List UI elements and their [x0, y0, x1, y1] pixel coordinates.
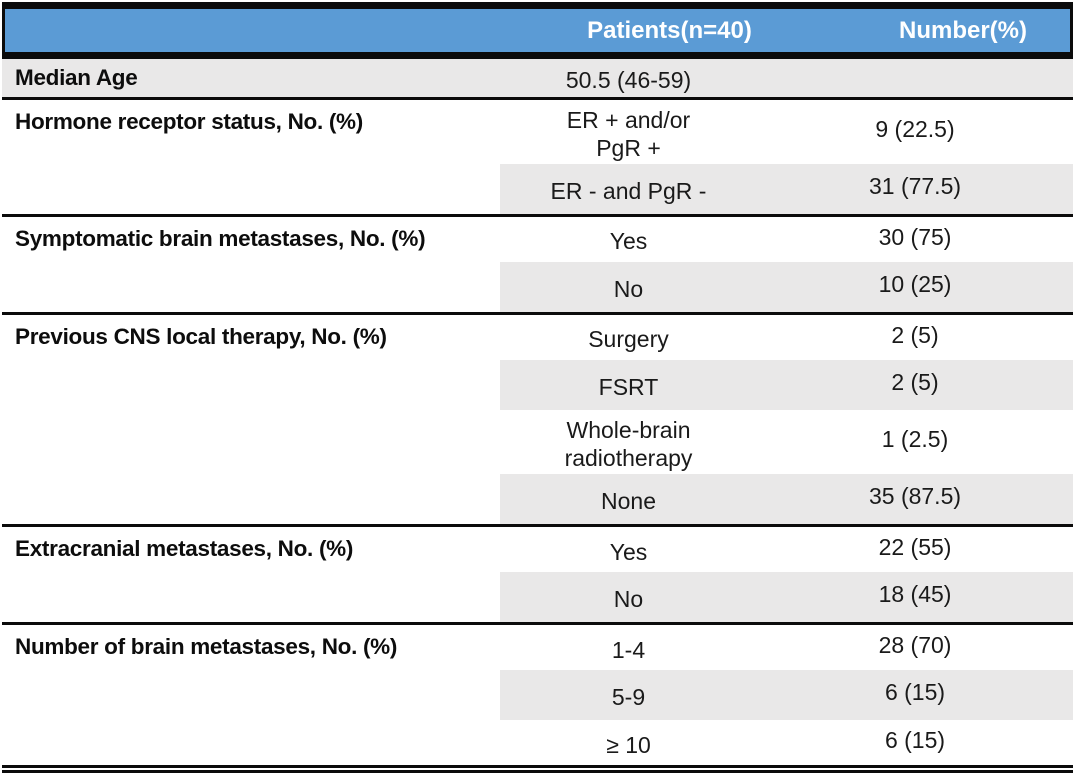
category-cell: ER - and PgR -: [550, 177, 707, 204]
category-cell: 5-9: [611, 684, 646, 711]
table-row: 5-9 6 (15): [500, 670, 1073, 721]
category-cell: No: [613, 586, 644, 613]
table-row: Whole-brain radiotherapy 1 (2.5): [500, 410, 1073, 474]
category-cell: Yes: [609, 228, 648, 255]
value-cell: [777, 74, 1073, 83]
table-row: No 10 (25): [500, 262, 1073, 313]
section-label: Previous CNS local therapy, No. (%): [15, 324, 387, 350]
value-cell: 28 (70): [878, 631, 952, 658]
table-row: Yes 30 (75): [500, 217, 1073, 262]
section-previous-cns-local-therapy: Previous CNS local therapy, No. (%) Surg…: [2, 312, 1073, 525]
category-cell: FSRT: [598, 373, 659, 400]
table-top-rule: [2, 2, 1073, 9]
category-cell: Yes: [609, 538, 648, 565]
section-hormone-receptor-status: Hormone receptor status, No. (%) ER + an…: [2, 97, 1073, 215]
category-cell: 50.5 (46-59): [565, 66, 692, 93]
value-cell: 6 (15): [884, 726, 946, 753]
value-cell: 35 (87.5): [868, 483, 962, 510]
value-cell: 9 (22.5): [875, 116, 955, 143]
category-cell: Surgery: [588, 326, 669, 353]
value-cell: 1 (2.5): [881, 426, 949, 453]
value-cell: 6 (15): [884, 679, 946, 706]
table-row: ≥ 10 6 (15): [500, 720, 1073, 765]
table-row: Yes 22 (55): [500, 527, 1073, 572]
category-cell: No: [613, 275, 644, 302]
value-cell: 2 (5): [891, 321, 939, 348]
category-cell: None: [601, 488, 656, 515]
table-row: 1-4 28 (70): [500, 625, 1073, 670]
section-label: Extracranial metastases, No. (%): [15, 536, 354, 562]
section-label: Symptomatic brain metastases, No. (%): [15, 226, 426, 252]
table-bottom-rule: [2, 765, 1073, 774]
category-cell: 1-4: [611, 636, 646, 663]
table-row: ER + and/or PgR + 9 (22.5): [500, 100, 1073, 164]
value-cell: 22 (55): [878, 533, 952, 560]
table-row: None 35 (87.5): [500, 474, 1073, 525]
table-row: ER - and PgR - 31 (77.5): [500, 164, 1073, 215]
value-cell: 30 (75): [878, 223, 952, 250]
value-cell: 31 (77.5): [868, 173, 962, 200]
table-row: FSRT 2 (5): [500, 360, 1073, 411]
section-symptomatic-brain-metastases: Symptomatic brain metastases, No. (%) Ye…: [2, 214, 1073, 313]
section-median-age: Median Age 50.5 (46-59): [2, 56, 1073, 97]
header-number-cell: Number(%): [898, 16, 1027, 44]
category-cell: ≥ 10: [606, 731, 651, 758]
table-row: Surgery 2 (5): [500, 315, 1073, 360]
section-label: Number of brain metastases, No. (%): [15, 634, 398, 660]
table-header-row: Patients(n=40) Number(%): [2, 9, 1073, 56]
value-cell: 18 (45): [878, 581, 952, 608]
table-row: No 18 (45): [500, 572, 1073, 623]
value-cell: 10 (25): [878, 271, 952, 298]
category-cell: Whole-brain radiotherapy: [564, 417, 693, 471]
value-cell: 2 (5): [891, 369, 939, 396]
table-row: 50.5 (46-59): [500, 59, 1073, 97]
category-cell: ER + and/or PgR +: [566, 107, 691, 161]
section-extracranial-metastases: Extracranial metastases, No. (%) Yes 22 …: [2, 524, 1073, 623]
section-label: Hormone receptor status, No. (%): [15, 109, 363, 134]
section-label: Median Age: [2, 59, 500, 97]
header-patients-cell: Patients(n=40): [587, 16, 752, 44]
section-number-of-brain-metastases: Number of brain metastases, No. (%) 1-4 …: [2, 622, 1073, 765]
